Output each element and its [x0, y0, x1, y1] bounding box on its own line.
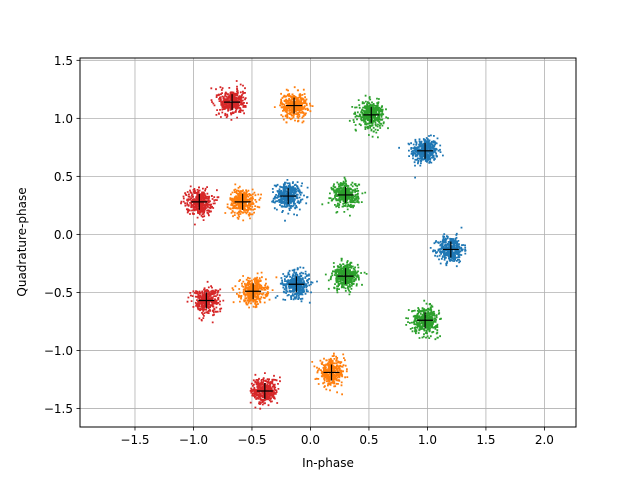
cluster-samples	[398, 134, 444, 179]
x-tick-label: 0.0	[301, 433, 320, 447]
constellation-cluster	[186, 280, 225, 324]
cluster-center-marker	[337, 186, 354, 203]
cluster-center-marker	[224, 94, 241, 111]
cluster-center-marker	[280, 188, 297, 205]
cluster-center-marker	[234, 193, 251, 210]
constellation-cluster	[398, 134, 444, 179]
grid-lines	[80, 58, 576, 427]
x-tick-label: −0.5	[237, 433, 266, 447]
y-tick-label: −1.0	[44, 344, 73, 358]
x-tick-label: 1.5	[476, 433, 495, 447]
constellation-cluster	[210, 80, 248, 121]
y-tick-label: −1.5	[44, 402, 73, 416]
cluster-samples	[348, 94, 389, 139]
constellation-cluster	[429, 226, 467, 268]
cluster-samples	[231, 271, 278, 309]
center-markers	[191, 94, 459, 400]
y-axis-label: Quadrature-phase	[15, 187, 29, 296]
cluster-center-marker	[288, 276, 305, 293]
cluster-center-marker	[442, 241, 459, 258]
cluster-samples	[210, 80, 248, 121]
cluster-center-marker	[323, 364, 340, 381]
cluster-samples	[271, 179, 309, 222]
cluster-samples	[321, 176, 367, 217]
constellation-cluster	[348, 94, 389, 139]
constellation-cluster	[321, 176, 367, 217]
cluster-center-marker	[245, 283, 262, 300]
cluster-center-marker	[417, 312, 434, 329]
constellation-cluster	[271, 179, 309, 222]
plot-frame	[79, 57, 577, 428]
y-tick-label: 0.0	[54, 228, 73, 242]
cluster-center-marker	[256, 383, 273, 400]
constellation-cluster	[311, 352, 349, 396]
x-axis-label: In-phase	[302, 456, 354, 470]
y-tick-label: −0.5	[44, 286, 73, 300]
cluster-center-marker	[417, 142, 434, 159]
cluster-center-marker	[337, 268, 354, 285]
cluster-center-marker	[286, 97, 303, 114]
x-tick-label: −1.0	[179, 433, 208, 447]
x-tick-label: 0.5	[359, 433, 378, 447]
y-tick-label: 1.0	[54, 112, 73, 126]
x-axis-ticks: −1.5 −1.0 −0.5 0.0 0.5 1.0 1.5 2.0	[120, 427, 554, 447]
constellation-cluster	[231, 271, 278, 309]
cluster-samples	[311, 352, 349, 396]
x-tick-label: 2.0	[535, 433, 554, 447]
x-tick-label: −1.5	[120, 433, 149, 447]
cluster-center-marker	[198, 292, 215, 309]
x-tick-label: 1.0	[418, 433, 437, 447]
cluster-center-marker	[363, 106, 380, 123]
y-tick-label: 0.5	[54, 170, 73, 184]
cluster-samples	[186, 280, 225, 324]
y-axis-ticks: −1.5 −1.0 −0.5 0.0 0.5 1.0 1.5	[44, 54, 80, 416]
y-tick-label: 1.5	[54, 54, 73, 68]
cluster-center-marker	[191, 193, 208, 210]
cluster-samples	[429, 226, 467, 268]
